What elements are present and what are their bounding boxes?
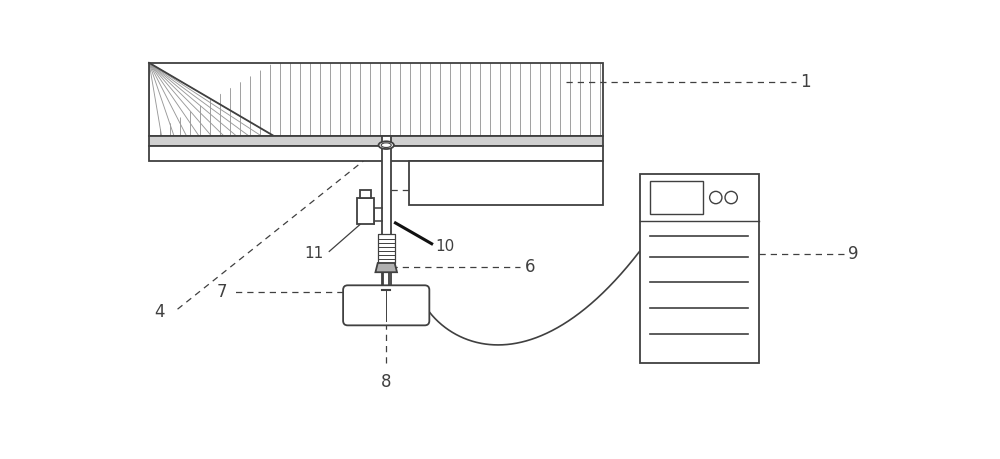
- Polygon shape: [149, 63, 274, 136]
- Text: 4: 4: [154, 303, 164, 321]
- Polygon shape: [149, 146, 603, 162]
- Ellipse shape: [725, 191, 737, 204]
- Polygon shape: [640, 174, 759, 363]
- Ellipse shape: [381, 143, 391, 147]
- FancyBboxPatch shape: [343, 285, 429, 325]
- Ellipse shape: [379, 141, 394, 149]
- Polygon shape: [650, 180, 703, 214]
- Text: 7: 7: [217, 283, 228, 301]
- Polygon shape: [382, 136, 391, 290]
- Text: 8: 8: [381, 373, 391, 391]
- Polygon shape: [360, 190, 371, 197]
- Polygon shape: [409, 162, 603, 205]
- Text: 10: 10: [436, 239, 455, 253]
- Polygon shape: [149, 136, 603, 146]
- Polygon shape: [357, 197, 374, 224]
- Polygon shape: [375, 263, 397, 272]
- Text: 5: 5: [525, 181, 535, 199]
- Polygon shape: [383, 272, 389, 290]
- Text: 1: 1: [800, 73, 811, 91]
- Ellipse shape: [710, 191, 722, 204]
- Text: 6: 6: [525, 258, 535, 276]
- Polygon shape: [378, 235, 395, 263]
- Text: 9: 9: [848, 245, 859, 263]
- Text: 11: 11: [304, 246, 323, 261]
